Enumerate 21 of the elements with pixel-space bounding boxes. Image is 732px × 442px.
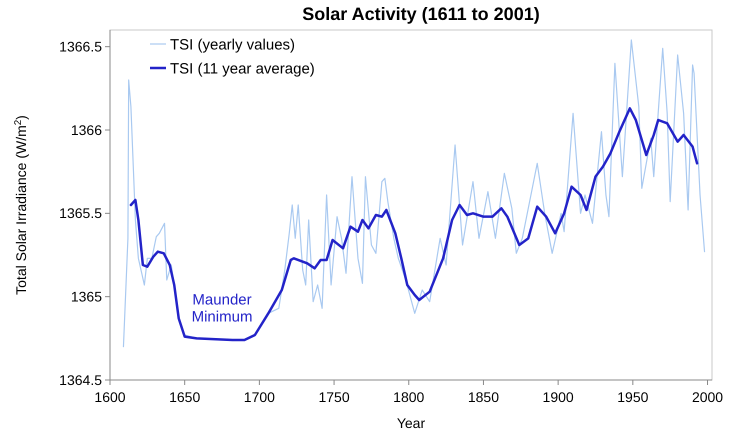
- line-series: [130, 107, 698, 342]
- y-tick-label: 1366: [70, 122, 102, 138]
- x-tick-label: 1750: [318, 389, 350, 405]
- x-tick-label: 1800: [393, 389, 425, 405]
- legend-label: TSI (yearly values): [170, 36, 296, 54]
- x-tick-label: 1650: [169, 389, 200, 405]
- line-series: [122, 39, 706, 348]
- x-tick-label: 1600: [94, 389, 126, 405]
- x-tick-label: 1700: [244, 389, 276, 405]
- chart-title: Solar Activity (1611 to 2001): [302, 4, 540, 24]
- y-tick-label: 1364.5: [59, 372, 102, 388]
- annotation: Maunder Minimum: [192, 291, 252, 326]
- x-tick-label: 2000: [692, 389, 724, 405]
- x-axis-title: Year: [396, 415, 426, 431]
- x-tick-label: 1850: [468, 389, 500, 405]
- legend-label: TSI (11 year average): [170, 60, 315, 78]
- x-tick-label: 1900: [542, 389, 574, 405]
- x-tick-label: 1950: [617, 389, 649, 405]
- y-tick-label: 1365: [70, 288, 102, 305]
- y-tick-label: 1366.5: [59, 38, 102, 55]
- y-tick-label: 1365.5: [59, 205, 102, 222]
